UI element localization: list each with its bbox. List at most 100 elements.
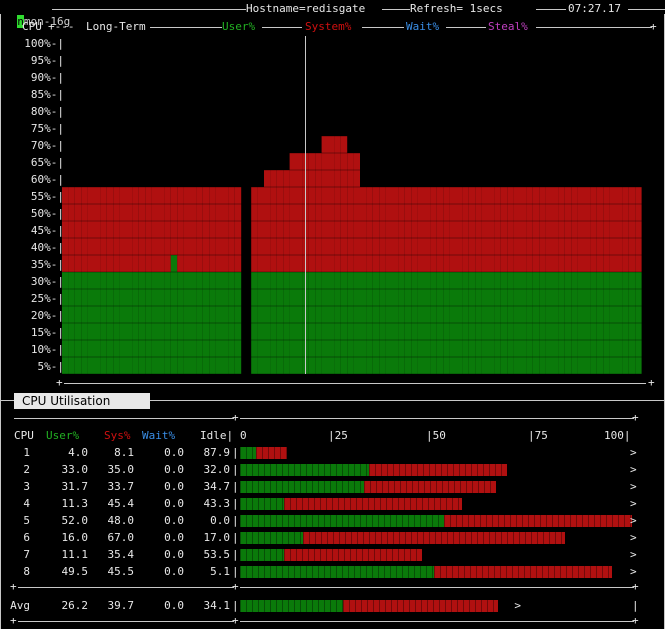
cell-user: 11.1 — [61, 548, 89, 561]
y-tick-label: 75%-| — [30, 122, 64, 135]
system-bar — [132, 187, 139, 272]
user-bar — [430, 272, 437, 374]
cell-user: 26.2 — [61, 599, 89, 612]
cell-user: 4.0 — [68, 446, 88, 459]
row-end-marker: > — [630, 497, 637, 510]
cell-wait: 0.0 — [164, 565, 184, 578]
system-bar — [443, 187, 450, 272]
cell-wait: 0.0 — [164, 599, 184, 612]
cell-wait: 0.0 — [164, 463, 184, 476]
user-bar — [366, 272, 373, 374]
user-bar — [177, 272, 184, 374]
system-bar — [296, 153, 303, 272]
system-bar — [126, 187, 133, 272]
avg-right-border: | — [632, 599, 639, 612]
cell-user: 49.5 — [61, 565, 89, 578]
user-bar — [240, 447, 256, 459]
system-bar — [328, 136, 335, 272]
system-bar — [87, 187, 94, 272]
user-bar — [443, 272, 450, 374]
y-tick-label: 85%-| — [30, 88, 64, 101]
cell-separator: | — [232, 480, 239, 493]
system-bar — [558, 187, 565, 272]
y-tick-label: 65%-| — [30, 156, 64, 169]
system-bar — [74, 187, 82, 272]
cell-wait: 0.0 — [164, 531, 184, 544]
cell-separator: | — [232, 548, 239, 561]
system-bar — [488, 187, 495, 272]
system-bar — [369, 464, 507, 476]
cell-separator: | — [232, 514, 239, 527]
user-bar — [151, 272, 158, 374]
system-bar — [315, 153, 322, 272]
user-bar — [251, 272, 258, 374]
user-bar — [436, 272, 444, 374]
y-tick-label: 55%-| — [30, 190, 64, 203]
system-bar — [81, 187, 88, 272]
system-bar — [552, 187, 559, 272]
y-tick-label: 25%-| — [30, 292, 64, 305]
system-bar — [571, 187, 578, 272]
user-bar — [417, 272, 424, 374]
cell-cpu: Avg — [10, 599, 30, 612]
system-bar — [321, 136, 328, 272]
system-bar — [545, 187, 552, 272]
user-bar — [74, 272, 82, 374]
avg-end-marker: > — [514, 599, 521, 612]
user-bar — [240, 532, 303, 544]
system-bar — [342, 600, 499, 612]
system-bar — [340, 136, 348, 272]
user-bar — [81, 272, 88, 374]
y-tick-label: 90%-| — [30, 71, 64, 84]
system-bar — [196, 187, 203, 272]
scale-100: 100| — [604, 429, 631, 442]
user-bar — [628, 272, 636, 374]
cell-sys: 48.0 — [107, 514, 135, 527]
scale-50: |50 — [426, 429, 446, 442]
system-bar — [507, 187, 514, 272]
system-bar — [119, 187, 126, 272]
user-bar — [119, 272, 126, 374]
y-tick-label: 5%-| — [37, 360, 65, 373]
cell-sys: 45.5 — [107, 565, 135, 578]
system-bar — [183, 187, 190, 272]
cell-idle: 34.7 — [203, 480, 231, 493]
user-bar — [308, 272, 316, 374]
system-bar — [449, 187, 456, 272]
cpu-label: CPU — [22, 20, 42, 33]
cell-cpu: 8 — [23, 565, 30, 578]
user-bar — [372, 272, 380, 374]
tab-cpu-utilisation[interactable]: CPU Utilisation — [14, 393, 150, 409]
system-bar — [609, 187, 616, 272]
system-bar — [283, 549, 423, 561]
system-bar — [635, 187, 642, 272]
row-end-marker: > — [630, 514, 637, 527]
system-bar — [215, 187, 222, 272]
user-bar — [240, 600, 343, 612]
y-tick-label: 30%-| — [30, 275, 64, 288]
system-bar — [628, 187, 636, 272]
cell-sys: 39.7 — [107, 599, 135, 612]
cell-sys: 35.0 — [107, 463, 135, 476]
cell-separator: | — [232, 463, 239, 476]
user-bar — [456, 272, 463, 374]
system-bar — [100, 187, 107, 272]
user-bar — [564, 272, 572, 374]
y-tick-label: 95%-| — [30, 54, 64, 67]
system-bar — [434, 566, 613, 578]
user-bar — [603, 272, 610, 374]
cell-separator: | — [232, 565, 239, 578]
cell-user: 33.0 — [61, 463, 89, 476]
app-name: mon-16g — [23, 15, 71, 28]
system-bar — [424, 187, 431, 272]
system-bar — [151, 187, 158, 272]
user-bar — [164, 272, 171, 374]
user-bar — [462, 272, 469, 374]
user-bar — [558, 272, 565, 374]
user-bar — [202, 272, 210, 374]
user-bar — [209, 272, 216, 374]
system-bar — [270, 170, 277, 272]
system-bar — [430, 187, 437, 272]
cell-cpu: 4 — [23, 497, 30, 510]
user-bar — [481, 272, 488, 374]
